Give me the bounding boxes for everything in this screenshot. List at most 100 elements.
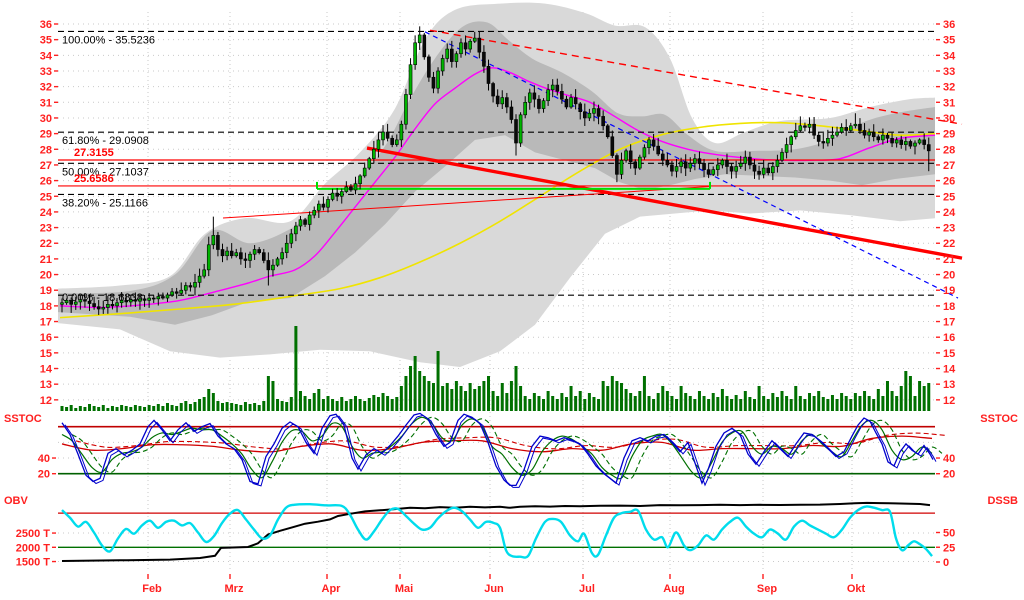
volume-bar xyxy=(110,406,114,411)
volume-bar xyxy=(789,399,793,411)
dssb-tick-label: 50 xyxy=(943,528,955,540)
volume-bar xyxy=(574,396,578,411)
candle-down xyxy=(266,260,271,271)
candle-down xyxy=(605,125,610,138)
price-tick-label: 27 xyxy=(943,160,955,172)
month-label: Apr xyxy=(322,583,342,595)
price-tick-label: 12 xyxy=(40,395,52,407)
candle-down xyxy=(261,252,266,261)
volume-bar xyxy=(202,397,206,411)
price-tick-label: 21 xyxy=(40,254,52,266)
candle-up xyxy=(211,235,216,246)
volume-bar xyxy=(445,383,449,411)
volume-bar xyxy=(665,391,669,411)
price-tick-label: 30 xyxy=(40,113,52,125)
candle-down xyxy=(450,48,454,62)
price-tick-label: 17 xyxy=(40,317,52,329)
volume-bar xyxy=(422,376,426,411)
candle-down xyxy=(321,203,326,208)
candle-down xyxy=(651,139,656,147)
obv-line xyxy=(61,501,931,562)
volume-bar xyxy=(486,376,490,411)
candle-up xyxy=(798,125,803,131)
downtrend-red-dashed xyxy=(429,29,963,125)
volume-bar xyxy=(69,405,73,411)
candle-down xyxy=(349,186,353,191)
volume-bar xyxy=(716,397,720,411)
candle-down xyxy=(431,76,436,89)
volume-bar xyxy=(143,407,147,411)
candle-down xyxy=(92,303,96,307)
candle-up xyxy=(693,158,697,164)
volume-bar xyxy=(587,393,591,411)
candle-down xyxy=(926,144,931,152)
candle-up xyxy=(330,192,335,200)
candle-up xyxy=(128,299,133,303)
volume-bar xyxy=(74,408,78,411)
volume-bar xyxy=(88,404,92,411)
volume-bar xyxy=(927,383,931,411)
volume-bar xyxy=(606,386,610,411)
price-tick-label: 35 xyxy=(943,35,955,47)
candle-down xyxy=(495,95,500,105)
candle-down xyxy=(110,304,115,307)
volume-bar xyxy=(399,386,403,411)
volume-bar xyxy=(326,396,330,411)
price-tick-label: 19 xyxy=(40,285,52,297)
volume-bar xyxy=(863,391,867,411)
price-tick-label: 32 xyxy=(943,82,955,94)
candle-down xyxy=(816,134,821,142)
candle-down xyxy=(463,42,468,50)
volume-bar xyxy=(803,399,807,411)
volume-bar xyxy=(624,389,628,411)
volume-bar xyxy=(918,381,922,411)
price-tick-label: 31 xyxy=(40,97,52,109)
price-tick-label: 22 xyxy=(40,238,52,250)
candle-up xyxy=(78,299,83,303)
volume-bar xyxy=(165,403,169,411)
volume-bar xyxy=(294,326,298,411)
candle-down xyxy=(628,150,633,163)
candle-down xyxy=(683,161,688,169)
volume-bar xyxy=(693,399,697,411)
volume-bar xyxy=(734,395,738,411)
volume-bar xyxy=(739,399,743,411)
volume-bar xyxy=(381,393,385,411)
sstoc-tick-label: 20 xyxy=(38,469,50,481)
volume-bar xyxy=(97,407,101,411)
volume-bar xyxy=(780,391,784,411)
candle-up xyxy=(138,298,142,302)
candle-up xyxy=(307,214,312,225)
candle-up xyxy=(784,144,789,153)
candle-up xyxy=(60,302,64,305)
volume-bar xyxy=(546,391,550,411)
volume-bar xyxy=(876,389,880,411)
candle-up xyxy=(867,131,871,136)
candle-up xyxy=(179,289,184,294)
candle-down xyxy=(220,249,225,257)
candle-down xyxy=(537,98,541,109)
candle-up xyxy=(64,300,69,304)
candle-up xyxy=(436,70,440,89)
price-tick-label: 29 xyxy=(40,129,52,141)
volume-bar xyxy=(129,407,133,411)
sstoc-panel-label-right: SSTOC xyxy=(980,413,1018,425)
volume-bar xyxy=(601,381,605,411)
volume-bar xyxy=(629,393,633,411)
candle-down xyxy=(706,169,711,175)
sstoc-tick-label: 40 xyxy=(38,453,50,465)
volume-bar xyxy=(321,399,325,411)
candle-down xyxy=(532,92,537,100)
volume-bar xyxy=(890,391,894,411)
volume-bar xyxy=(775,397,779,411)
candle-down xyxy=(665,159,670,166)
candle-up xyxy=(440,58,445,72)
volume-bar xyxy=(885,381,889,411)
candle-up xyxy=(720,159,725,166)
candle-up xyxy=(317,203,321,211)
volume-bar xyxy=(908,376,912,411)
candle-up xyxy=(119,300,124,304)
candle-up xyxy=(284,242,289,253)
candle-down xyxy=(491,83,495,97)
